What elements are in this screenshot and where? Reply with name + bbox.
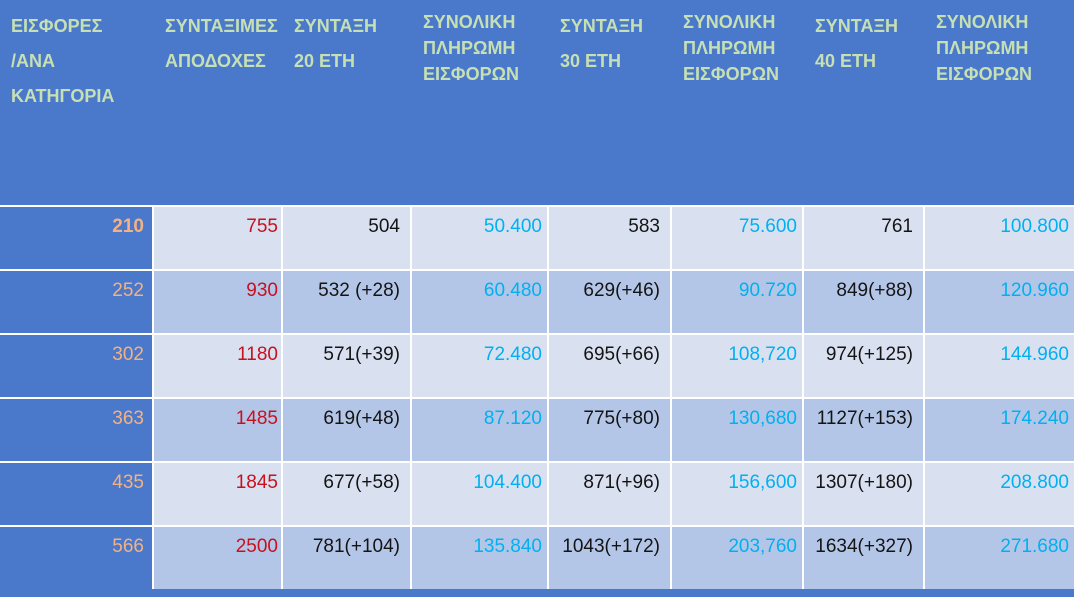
table-cell-r3-c2: 1180 xyxy=(154,335,281,397)
header-cell-col1: ΕΙΣΦΟΡΕΣ/ΑΝΑ ΚΑΤΗΓΟΡΙΑ xyxy=(0,0,152,205)
table-cell-r3-c6: 108,720 xyxy=(672,335,802,397)
table-cell-r2-c7: 849(+88) xyxy=(804,271,923,333)
table-cell-r5-c1: 435 xyxy=(0,463,152,525)
table-cell-r3-c1: 302 xyxy=(0,335,152,397)
header-line: ΣΥΝΤΑΞΙΜΕΣ xyxy=(165,16,278,36)
header-cell-col3: ΣΥΝΤΑΞΗ 20 ΕΤΗ xyxy=(283,0,410,205)
table-cell-r2-c3: 532 (+28) xyxy=(283,271,410,333)
table-cell-r4-c3: 619(+48) xyxy=(283,399,410,461)
table-cell-r6-c1: 566 xyxy=(0,527,152,589)
table-cell-r5-c6: 156,600 xyxy=(672,463,802,525)
header-line: ΕΙΣΦΟΡΕΣ xyxy=(11,16,103,36)
table-cell-r1-c4: 50.400 xyxy=(412,207,547,269)
header-line: ΠΛΗΡΩΜΗ xyxy=(683,38,776,58)
table-cell-r6-c6: 203,760 xyxy=(672,527,802,589)
table-body: 210 755 504 50.400 583 75.600 761 100.800 252 930… xyxy=(0,205,1074,589)
header-cell-col5: ΣΥΝΤΑΞΗ 30 ΕΤΗ xyxy=(549,0,670,205)
table-cell-r1-c1: 210 xyxy=(0,207,152,269)
header-cell-col4: ΣΥΝΟΛΙΚΗ ΠΛΗΡΩΜΗ ΕΙΣΦΟΡΩΝ xyxy=(412,0,547,205)
table-cell-r4-c2: 1485 xyxy=(154,399,281,461)
header-line: ΠΛΗΡΩΜΗ xyxy=(423,38,516,58)
header-line: ΣΥΝΤΑΞΗ xyxy=(815,16,899,36)
header-line: ΠΛΗΡΩΜΗ xyxy=(936,38,1029,58)
header-line: ΚΑΤΗΓΟΡΙΑ xyxy=(11,86,115,106)
table-cell-r3-c7: 974(+125) xyxy=(804,335,923,397)
table-cell-r1-c7: 761 xyxy=(804,207,923,269)
header-line: ΕΙΣΦΟΡΩΝ xyxy=(423,64,520,84)
header-line: 20 ΕΤΗ xyxy=(294,51,356,71)
table-cell-r4-c1: 363 xyxy=(0,399,152,461)
header-line: ΣΥΝΟΛΙΚΗ xyxy=(683,12,776,32)
table-cell-r5-c2: 1845 xyxy=(154,463,281,525)
header-line: /ΑΝΑ xyxy=(11,51,55,71)
table-cell-r3-c5: 695(+66) xyxy=(549,335,670,397)
table-cell-r2-c4: 60.480 xyxy=(412,271,547,333)
table-cell-r1-c3: 504 xyxy=(283,207,410,269)
table-cell-r3-c4: 72.480 xyxy=(412,335,547,397)
header-cell-col8: ΣΥΝΟΛΙΚΗ ΠΛΗΡΩΜΗ ΕΙΣΦΟΡΩΝ xyxy=(925,0,1074,205)
table-cell-r3-c3: 571(+39) xyxy=(283,335,410,397)
table-cell-r2-c6: 90.720 xyxy=(672,271,802,333)
table-cell-r5-c4: 104.400 xyxy=(412,463,547,525)
table-cell-r3-c8: 144.960 xyxy=(925,335,1074,397)
table-cell-r4-c4: 87.120 xyxy=(412,399,547,461)
header-line: ΕΙΣΦΟΡΩΝ xyxy=(936,64,1033,84)
table-cell-r6-c7: 1634(+327) xyxy=(804,527,923,589)
table-cell-r5-c3: 677(+58) xyxy=(283,463,410,525)
table-cell-r5-c7: 1307(+180) xyxy=(804,463,923,525)
header-cell-col6: ΣΥΝΟΛΙΚΗ ΠΛΗΡΩΜΗ ΕΙΣΦΟΡΩΝ xyxy=(672,0,802,205)
header-line: 30 ΕΤΗ xyxy=(560,51,622,71)
table-cell-r4-c5: 775(+80) xyxy=(549,399,670,461)
header-line: ΣΥΝΟΛΙΚΗ xyxy=(423,12,516,32)
table-cell-r1-c8: 100.800 xyxy=(925,207,1074,269)
table-cell-r2-c2: 930 xyxy=(154,271,281,333)
table-cell-r5-c5: 871(+96) xyxy=(549,463,670,525)
table-cell-r1-c2: 755 xyxy=(154,207,281,269)
table-cell-r5-c8: 208.800 xyxy=(925,463,1074,525)
table-cell-r1-c5: 583 xyxy=(549,207,670,269)
header-line: ΣΥΝΤΑΞΗ xyxy=(294,16,378,36)
table-cell-r2-c1: 252 xyxy=(0,271,152,333)
header-line: ΑΠΟΔΟΧΕΣ xyxy=(165,51,266,71)
table-cell-r2-c5: 629(+46) xyxy=(549,271,670,333)
table-cell-r6-c2: 2500 xyxy=(154,527,281,589)
table-cell-r6-c8: 271.680 xyxy=(925,527,1074,589)
header-line: ΕΙΣΦΟΡΩΝ xyxy=(683,64,780,84)
table-cell-r6-c3: 781(+104) xyxy=(283,527,410,589)
table-header-row: ΕΙΣΦΟΡΕΣ/ΑΝΑ ΚΑΤΗΓΟΡΙΑ ΣΥΝΤΑΞΙΜΕΣ ΑΠΟΔΟΧΕΣ Σ… xyxy=(0,0,1074,205)
header-line: ΣΥΝΤΑΞΗ xyxy=(560,16,644,36)
header-cell-col2: ΣΥΝΤΑΞΙΜΕΣ ΑΠΟΔΟΧΕΣ xyxy=(154,0,281,205)
table-cell-r4-c6: 130,680 xyxy=(672,399,802,461)
table-cell-r2-c8: 120.960 xyxy=(925,271,1074,333)
table-cell-r6-c5: 1043(+172) xyxy=(549,527,670,589)
header-line: 40 ΕΤΗ xyxy=(815,51,877,71)
table-cell-r1-c6: 75.600 xyxy=(672,207,802,269)
table-cell-r4-c8: 174.240 xyxy=(925,399,1074,461)
header-cell-col7: ΣΥΝΤΑΞΗ 40 ΕΤΗ xyxy=(804,0,923,205)
table-cell-r4-c7: 1127(+153) xyxy=(804,399,923,461)
table-cell-r6-c4: 135.840 xyxy=(412,527,547,589)
header-line: ΣΥΝΟΛΙΚΗ xyxy=(936,12,1029,32)
